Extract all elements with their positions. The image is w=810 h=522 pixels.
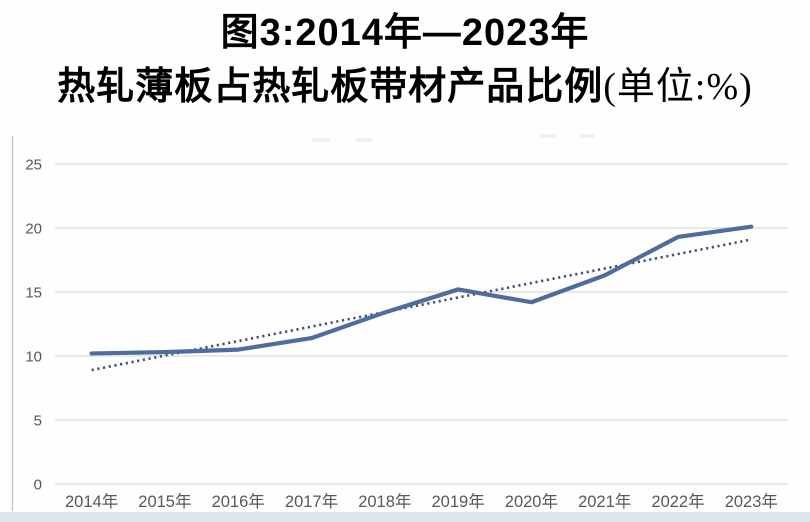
x-tick-label: 2014年 [65,492,118,511]
series-line [89,224,754,356]
x-tick-label: 2023年 [725,492,778,511]
scan-smudge [312,134,594,142]
y-tick-label: 10 [25,349,42,366]
figure-title-line1: 图3:2014年—2023年 [220,12,590,54]
x-axis-labels: 2014年 2015年 2016年 2017年 2018年 2019年 2020年 2021年… [65,492,778,511]
y-tick-label: 5 [34,413,42,430]
x-tick-label: 2015年 [138,492,191,511]
trendline [91,238,752,372]
y-tick-label: 0 [34,477,42,494]
x-tick-label: 2017年 [285,492,338,511]
x-tick-label: 2018年 [358,492,411,511]
y-tick-label: 25 [25,157,42,174]
x-tick-label: 2016年 [212,492,265,511]
y-tick-label: 20 [25,221,42,238]
bottom-strip [0,512,810,522]
figure-title-unit: (单位:%) [603,66,753,108]
figure-title-line2: 热轧薄板占热轧板带材产品比例(单位:%) [0,60,810,114]
y-axis-labels: 0 5 10 15 20 25 [25,157,42,494]
x-tick-label: 2022年 [651,492,704,511]
x-tick-label: 2020年 [505,492,558,511]
y-tick-label: 15 [25,285,42,302]
line-chart: 0 5 10 15 20 25 2014年 2015年 2016年 2017年 2018年 2019年… [0,134,810,522]
x-tick-label: 2021年 [578,492,631,511]
figure-title: 图3:2014年—2023年 热轧薄板占热轧板带材产品比例(单位:%) [0,6,810,114]
gridlines [55,163,788,485]
figure-title-line2-main: 热轧薄板占热轧板带材产品比例 [57,66,604,108]
x-tick-label: 2019年 [431,492,484,511]
